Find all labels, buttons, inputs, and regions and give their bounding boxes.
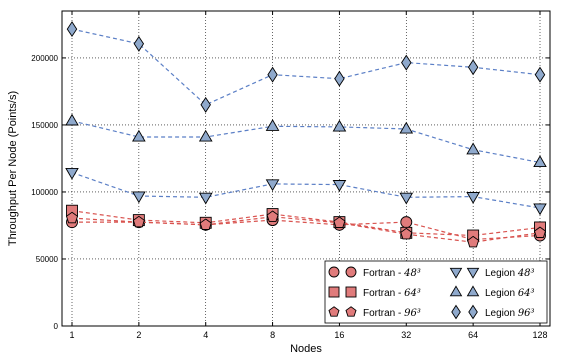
legend-marker <box>345 306 357 317</box>
data-point <box>533 155 547 168</box>
data-point <box>400 227 413 240</box>
data-point <box>467 59 479 76</box>
legend-label: Fortran - 96³ <box>363 308 421 319</box>
legend-marker <box>328 266 340 278</box>
data-point <box>65 167 79 180</box>
x-tick-label: 128 <box>532 330 547 340</box>
data-point <box>265 179 280 192</box>
data-point <box>533 226 547 238</box>
data-point <box>334 70 345 87</box>
series-pentagon <box>65 210 547 248</box>
data-point <box>65 211 79 224</box>
x-tick-label: 32 <box>401 330 411 340</box>
legend-box <box>324 260 548 324</box>
legend-marker <box>345 266 357 278</box>
y-tick-label: 0 <box>54 322 59 331</box>
legend: Fortran - 48³ Fortran - 64³ Fortran - 96³ L… <box>324 260 548 324</box>
x-tick-label: 4 <box>203 330 208 340</box>
legend-marker <box>466 267 480 279</box>
data-point <box>466 142 480 155</box>
x-tick-label: 64 <box>468 330 478 340</box>
series-line <box>71 216 541 243</box>
legend-label: Fortran - 48³ <box>363 268 421 279</box>
series-triangle-down <box>65 167 547 216</box>
data-point <box>132 129 146 142</box>
data-point <box>333 216 346 228</box>
data-point <box>332 180 347 192</box>
series-layer <box>65 21 547 248</box>
y-tick-label: 150000 <box>31 121 58 130</box>
series-line <box>71 120 541 164</box>
data-point <box>399 121 414 134</box>
data-point <box>133 35 145 52</box>
data-point <box>65 113 79 126</box>
series-line <box>71 28 541 106</box>
data-point <box>533 203 547 216</box>
x-tick-label: 16 <box>334 330 344 340</box>
legend-marker <box>466 285 480 297</box>
axis-ticks: 1 2 4 8 16 32 64 128 0 50000 100000 150000 200000 <box>31 11 550 340</box>
legend-label: Legion 96³ <box>485 308 535 319</box>
y-tick-label: 50000 <box>36 255 59 264</box>
data-point <box>467 235 480 248</box>
data-point <box>132 191 146 204</box>
data-point <box>267 66 278 83</box>
legend-marker <box>328 286 340 298</box>
series-triangle-up <box>65 113 547 168</box>
legend-marker <box>328 306 340 317</box>
data-point <box>534 66 546 83</box>
x-tick-label: 8 <box>270 330 275 340</box>
data-point <box>198 192 213 205</box>
legend-marker <box>345 286 357 298</box>
legend-marker <box>449 285 463 297</box>
legend-marker <box>451 304 461 320</box>
x-tick-label: 2 <box>136 330 141 340</box>
y-tick-label: 200000 <box>31 54 58 63</box>
series-line <box>71 210 541 237</box>
legend-label: Fortran - 64³ <box>363 288 421 299</box>
series-line <box>71 171 541 209</box>
x-axis-label: Nodes <box>290 343 322 355</box>
data-point <box>198 129 213 142</box>
data-point <box>401 54 412 71</box>
data-point <box>132 215 145 228</box>
x-tick-label: 1 <box>69 330 74 340</box>
data-point <box>400 216 413 229</box>
legend-label: Legion 64³ <box>485 288 535 299</box>
plot-frame <box>61 10 551 327</box>
y-axis-label: Throughput Per Node (Points/s) <box>7 91 19 246</box>
data-point <box>399 192 414 205</box>
data-point <box>200 96 211 113</box>
series-diamond <box>66 21 546 113</box>
data-point <box>265 119 280 131</box>
legend-marker <box>468 304 478 320</box>
legend-label: Legion 48³ <box>485 268 535 279</box>
data-point <box>199 218 212 230</box>
legend-marker <box>449 267 463 279</box>
y-tick-label: 100000 <box>31 188 58 197</box>
data-point <box>66 21 78 38</box>
data-point <box>466 192 480 204</box>
data-point <box>332 119 347 132</box>
data-point <box>266 210 279 222</box>
